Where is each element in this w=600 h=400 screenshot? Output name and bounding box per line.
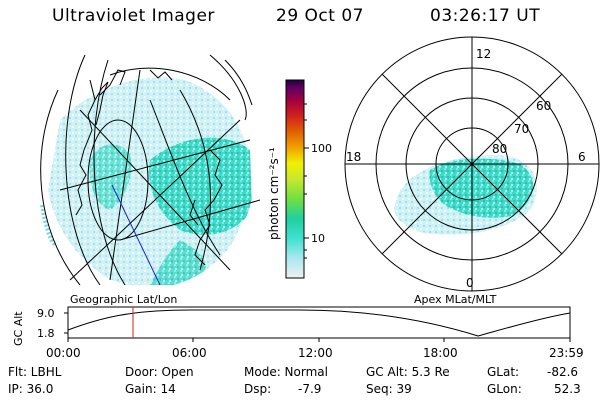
colorbar-tick-10: 10 xyxy=(311,232,325,245)
left-panel-label: Geographic Lat/Lon xyxy=(70,293,178,306)
lat-label-60: 60 xyxy=(536,99,551,113)
right-panel-label: Apex MLat/MLT xyxy=(414,293,497,306)
seq-info: Seq: 39 xyxy=(366,382,412,396)
door-info: Door: Open xyxy=(125,365,194,379)
date-label: 29 Oct 07 xyxy=(276,6,364,26)
ytick-9: 9.0 xyxy=(37,307,55,320)
filter-info: Flt: LBHL xyxy=(8,365,62,379)
mlt-label-0: 0 xyxy=(466,276,474,290)
glon-value: 52.3 xyxy=(554,382,581,396)
dsp-value: -7.9 xyxy=(298,382,322,396)
dsp-label: Dsp: xyxy=(244,382,272,396)
xtick-0000: 00:00 xyxy=(46,346,81,360)
colorbar: 100 10 photon cm⁻²s⁻¹ xyxy=(267,79,332,279)
ip-info: IP: 36.0 xyxy=(8,382,54,396)
xtick-2359: 23:59 xyxy=(549,346,584,360)
polar-plot: 12 18 6 0 60 70 80 xyxy=(344,36,600,292)
lat-label-80: 80 xyxy=(492,142,507,156)
geographic-map xyxy=(40,54,261,286)
xtick-1200: 12:00 xyxy=(298,346,333,360)
instrument-title: Ultraviolet Imager xyxy=(52,6,215,26)
mlt-label-6: 6 xyxy=(578,150,586,164)
xtick-0600: 06:00 xyxy=(172,346,207,360)
time-label: 03:26:17 UT xyxy=(430,6,541,26)
glon-label: GLon: xyxy=(487,382,522,396)
mode-info: Mode: Normal xyxy=(244,365,328,379)
gain-info: Gain: 14 xyxy=(125,382,176,396)
mlt-label-12: 12 xyxy=(476,47,491,61)
colorbar-tick-100: 100 xyxy=(311,142,332,155)
glat-value: -82.6 xyxy=(547,365,579,379)
lat-label-70: 70 xyxy=(514,122,529,136)
altitude-plot: 9.0 1.8 GC Alt xyxy=(12,306,571,346)
xtick-1800: 18:00 xyxy=(423,346,458,360)
altitude-ylabel: GC Alt xyxy=(12,311,25,346)
gc-alt-info: GC Alt: 5.3 Re xyxy=(366,365,450,379)
ytick-1-8: 1.8 xyxy=(37,327,55,340)
mlt-label-18: 18 xyxy=(346,150,361,164)
glat-label: GLat: xyxy=(487,365,520,379)
colorbar-unit-label: photon cm⁻²s⁻¹ xyxy=(267,147,281,240)
